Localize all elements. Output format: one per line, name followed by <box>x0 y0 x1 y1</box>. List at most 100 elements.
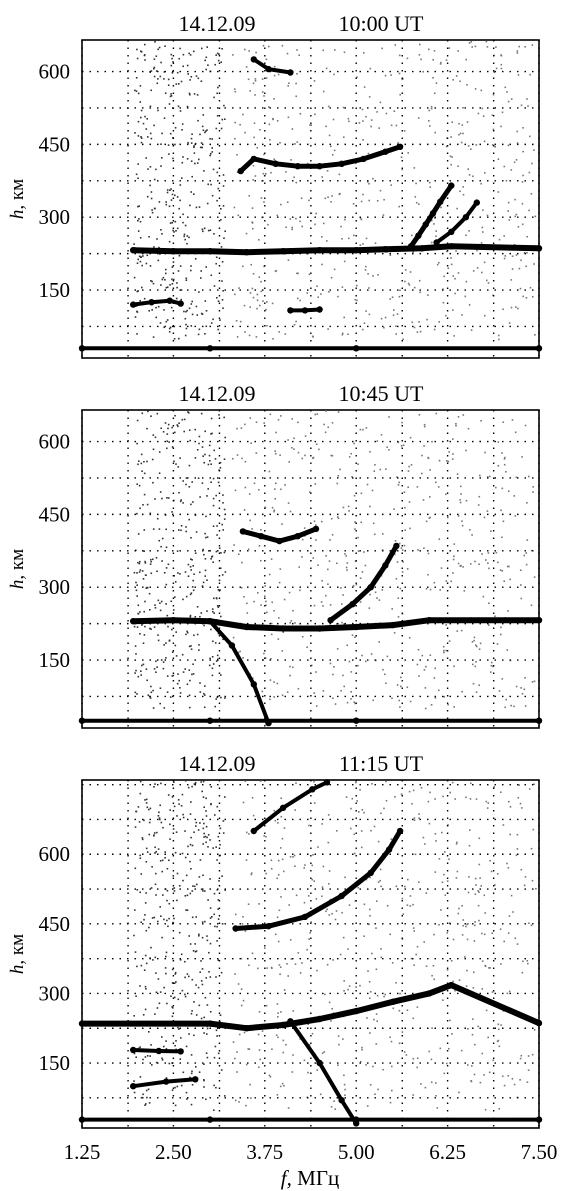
trace-1 <box>79 982 542 1032</box>
noise-texture <box>133 40 537 341</box>
trace-point <box>353 1007 360 1015</box>
trace-point <box>393 542 400 550</box>
y-tick-label: 150 <box>39 648 71 672</box>
trace-4 <box>434 200 479 245</box>
trace-point <box>279 1021 287 1029</box>
trace-point <box>360 155 367 163</box>
trace-point <box>130 618 137 625</box>
trace-point <box>78 345 86 352</box>
trace-point <box>367 869 374 876</box>
trace-point <box>232 925 239 932</box>
panel-time: 10:00 UT <box>339 11 425 36</box>
trace-point <box>265 65 272 73</box>
trace-point <box>429 210 437 217</box>
trace-6 <box>131 298 183 307</box>
trace-point <box>407 243 415 250</box>
trace-point <box>415 232 422 239</box>
panel-date: 14.12.09 <box>179 11 256 36</box>
trace-point <box>316 247 323 254</box>
trace-4 <box>208 619 271 726</box>
trace-point <box>535 245 543 252</box>
trace-point <box>473 199 480 206</box>
trace-point <box>422 221 429 228</box>
trace-point <box>250 681 257 688</box>
trace-point <box>250 827 257 835</box>
trace-point <box>448 981 455 989</box>
trace-point <box>327 617 334 624</box>
trace-point <box>437 198 444 205</box>
trace-point <box>78 1116 86 1123</box>
trace-point <box>396 827 404 835</box>
trace-point <box>448 243 455 250</box>
trace-point <box>243 249 250 256</box>
trace-point <box>462 214 470 221</box>
trace-point <box>433 239 440 246</box>
trace-point <box>367 584 374 591</box>
trace-point <box>177 300 184 307</box>
trace-point <box>206 618 214 625</box>
x-tick-label: 3.75 <box>246 1140 283 1164</box>
trace-point <box>148 299 155 306</box>
trace-point <box>316 306 323 313</box>
trace-point <box>389 998 396 1005</box>
trace-point <box>396 143 404 150</box>
trace-point <box>338 160 345 167</box>
trace-point <box>228 642 236 649</box>
trace-point <box>206 248 214 255</box>
trace-point <box>385 846 393 853</box>
trace-point <box>316 1059 323 1067</box>
trace-point <box>353 717 360 724</box>
y-tick-label: 450 <box>39 132 71 156</box>
trace-point <box>316 1015 323 1023</box>
trace-point <box>206 345 214 352</box>
trace-point <box>250 155 257 163</box>
trace-point <box>170 248 177 255</box>
panel-date: 14.12.09 <box>179 751 256 776</box>
trace-point <box>316 163 323 170</box>
trace-point <box>294 163 301 170</box>
trace-point <box>338 892 345 900</box>
trace-point <box>272 160 279 167</box>
trace-point <box>382 246 389 253</box>
trace-point <box>239 528 247 535</box>
y-tick-label: 150 <box>39 1051 71 1075</box>
trace-point <box>192 1076 199 1083</box>
y-axis-label: h, км <box>7 934 28 974</box>
trace-point <box>316 625 323 632</box>
trace-point <box>279 248 287 255</box>
trace-point <box>250 56 257 63</box>
trace-point <box>301 913 309 921</box>
trace-point <box>206 1020 214 1027</box>
y-tick-label: 450 <box>39 912 71 936</box>
trace-point <box>279 625 287 632</box>
trace-point <box>309 786 316 793</box>
trace-point <box>418 245 426 252</box>
trace-3 <box>251 780 329 833</box>
trace-point <box>294 533 301 540</box>
trace-point <box>287 69 294 76</box>
trace-point <box>535 717 543 724</box>
trace-point <box>265 923 272 930</box>
trace-point <box>389 621 396 629</box>
x-tick-label: 6.25 <box>429 1140 466 1164</box>
trace-point <box>130 1083 137 1090</box>
trace-point <box>382 148 389 155</box>
y-tick-label: 600 <box>39 430 71 454</box>
panel-time: 10:45 UT <box>339 381 425 406</box>
trace-point <box>78 1020 86 1027</box>
x-tick-label: 5.00 <box>338 1140 375 1164</box>
trace-point <box>279 804 287 811</box>
trace-point <box>301 307 309 314</box>
trace-point <box>349 601 356 608</box>
trace-point <box>237 167 244 175</box>
y-axis-label: h, км <box>7 549 28 589</box>
trace-point <box>287 307 294 314</box>
ionogram-panel-3: 150 300 450 600 h, км 14.12.09 11:15 UT <box>7 751 543 1129</box>
trace-point <box>353 345 360 352</box>
trace-point <box>177 1048 184 1055</box>
trace-point <box>170 617 177 624</box>
grid <box>81 780 540 1128</box>
y-tick-label: 150 <box>39 278 71 302</box>
noise-texture <box>133 780 537 1111</box>
